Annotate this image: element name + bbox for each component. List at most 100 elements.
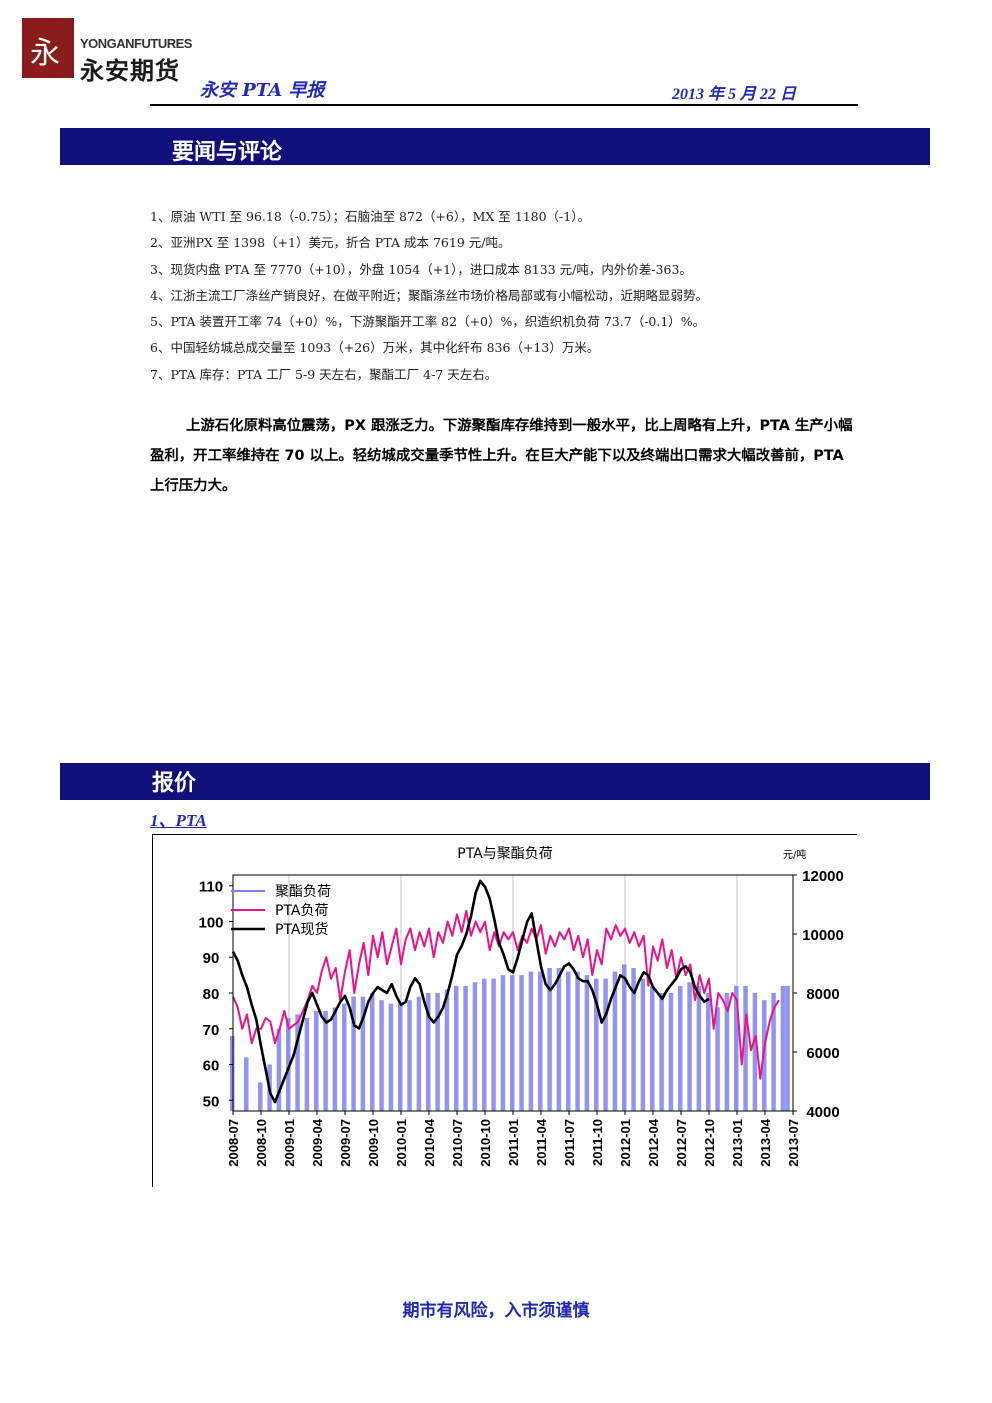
polyester-load-bar — [482, 978, 487, 1111]
chart-title: PTA与聚酯负荷 — [457, 846, 552, 862]
x-axis-tick-label: 2010-10 — [478, 1119, 493, 1167]
polyester-load-bar — [407, 1000, 412, 1111]
x-axis-tick-label: 2012-04 — [646, 1118, 661, 1166]
polyester-load-bar — [360, 996, 366, 1111]
news-item: 1、原油 WTI 至 96.18（-0.75）；石脑油至 872（+6），MX … — [150, 209, 590, 224]
polyester-load-bar — [696, 985, 702, 1111]
company-logo: 永 YONGANFUTURES 永安期货 — [22, 18, 192, 85]
pta-chart-frame: PTA与聚酯负荷 元/吨 50 60 70 80 90 100 110 4000 6000 800… — [152, 834, 857, 1187]
polyester-load-bar — [519, 975, 524, 1111]
chart-legend: 聚酯负荷 PTA负荷 PTA现货 — [231, 884, 331, 938]
polyester-load-bar — [295, 1014, 300, 1111]
polyester-load-bar — [444, 989, 450, 1111]
polyester-load-bar — [612, 971, 618, 1111]
polyester-load-bar — [351, 996, 356, 1111]
report-date: 2013 年 5 月 22 日 — [672, 86, 797, 103]
section-news-header: 要闻与评论 — [60, 128, 930, 165]
x-axis-tick-label: 2011-04 — [534, 1118, 549, 1166]
left-axis-tick-label: 90 — [203, 950, 220, 967]
risk-disclaimer: 期市有风险，入市须谨慎 — [402, 1301, 590, 1321]
polyester-load-bar — [472, 982, 478, 1111]
x-axis-tick-label: 2013-01 — [730, 1119, 745, 1167]
polyester-load-bar — [538, 971, 543, 1111]
polyester-load-bar — [724, 993, 730, 1111]
pta-polyester-load-chart: PTA与聚酯负荷 元/吨 50 60 70 80 90 100 110 4000 6000 800… — [198, 846, 844, 1167]
polyester-load-bar — [388, 1003, 394, 1111]
news-item: 5、PTA 装置开工率 74（+0）%，下游聚酯开工率 82（+0）%，织造织机… — [150, 314, 706, 330]
polyester-load-bar — [426, 993, 431, 1111]
polyester-load-bar — [258, 1082, 263, 1111]
chart-right-axis-unit: 元/吨 — [783, 848, 806, 861]
x-axis-tick-label: 2009-07 — [338, 1119, 353, 1167]
x-axis-tick-label: 2013-04 — [758, 1118, 773, 1166]
polyester-load-bar — [244, 1057, 249, 1111]
pta-subsection-title: 1、PTA — [150, 811, 207, 830]
polyester-load-bar — [594, 978, 599, 1111]
polyester-load-bar — [771, 993, 776, 1111]
news-item: 2、亚洲PX 至 1398（+1）美元，折合 PTA 成本 7619 元/吨。 — [150, 235, 511, 251]
x-axis-tick-label: 2010-04 — [422, 1118, 437, 1166]
polyester-load-bar — [304, 1018, 310, 1111]
polyester-load-bar — [286, 1018, 291, 1111]
polyester-load-bar — [379, 1000, 384, 1111]
polyester-load-bar — [398, 1003, 403, 1111]
x-axis-tick-label: 2012-01 — [618, 1119, 633, 1167]
x-axis-tick-label: 2008-10 — [254, 1119, 269, 1167]
polyester-load-bar — [687, 982, 692, 1111]
polyester-load-bars — [230, 964, 790, 1111]
polyester-load-bar — [603, 978, 608, 1111]
polyester-load-bar — [566, 971, 571, 1111]
polyester-load-bar — [706, 993, 711, 1111]
right-axis-tick-label: 12000 — [802, 868, 844, 885]
polyester-load-bar — [631, 967, 636, 1111]
polyester-load-bar — [528, 971, 534, 1111]
section-quote-header: 报价 — [60, 763, 930, 800]
right-axis-tick-label: 10000 — [802, 927, 844, 944]
right-axis-tick-label: 4000 — [806, 1104, 839, 1121]
logo-chinese-name: 永安期货 — [80, 57, 180, 85]
logo-mark-glyph: 永 — [30, 36, 60, 71]
polyester-load-bar — [556, 967, 562, 1111]
polyester-load-bar — [622, 964, 627, 1111]
polyester-load-bar — [342, 1003, 347, 1111]
left-axis-tick-label: 100 — [198, 914, 223, 931]
polyester-load-bar — [454, 985, 459, 1111]
polyester-load-bar — [323, 1010, 328, 1111]
polyester-load-bar — [752, 993, 758, 1111]
polyester-load-bar — [678, 985, 683, 1111]
polyester-load-bar — [715, 1007, 720, 1111]
polyester-load-bar — [659, 993, 664, 1111]
x-axis-tick-label: 2009-01 — [282, 1119, 297, 1167]
polyester-load-bar — [743, 985, 748, 1111]
polyester-load-bar — [314, 1010, 319, 1111]
legend-label: 聚酯负荷 — [275, 884, 331, 900]
left-axis-tick-label: 110 — [199, 879, 223, 896]
polyester-load-bar — [416, 996, 422, 1111]
left-axis-tick-label: 50 — [203, 1093, 220, 1110]
chart-series-lines — [231, 879, 780, 1104]
right-axis-tick-label: 6000 — [806, 1045, 839, 1062]
news-item: 6、中国轻纺城总成交量至 1093（+26）万米，其中化纤布 836（+13）万… — [150, 340, 600, 356]
polyester-load-bar — [650, 985, 655, 1111]
x-axis-tick-label: 2011-01 — [506, 1119, 521, 1166]
polyester-load-bar — [584, 975, 590, 1111]
logo-english-name: YONGANFUTURES — [80, 36, 192, 51]
polyester-load-bar — [785, 985, 790, 1111]
polyester-load-bar — [332, 1007, 338, 1111]
news-list: 1、原油 WTI 至 96.18（-0.75）；石脑油至 872（+6），MX … — [150, 206, 708, 390]
x-axis-tick-label: 2012-10 — [702, 1119, 717, 1167]
polyester-load-bar — [575, 971, 580, 1111]
polyester-load-bar — [734, 985, 739, 1111]
x-axis-tick-label: 2010-01 — [394, 1119, 409, 1167]
report-title: 永安 PTA 早报 — [200, 80, 325, 101]
polyester-load-bar — [491, 978, 496, 1111]
polyester-load-bar — [500, 975, 506, 1111]
left-axis-tick-label: 60 — [203, 1058, 220, 1075]
pta-spot-line — [231, 879, 710, 1104]
x-axis-tick-label: 2013-07 — [786, 1119, 801, 1167]
polyester-load-bar — [370, 993, 375, 1111]
logo-mark: 永 — [22, 18, 74, 78]
left-axis-tick-label: 80 — [203, 986, 220, 1003]
legend-label: PTA现货 — [275, 921, 328, 938]
x-axis-tick-label: 2011-10 — [590, 1119, 605, 1166]
